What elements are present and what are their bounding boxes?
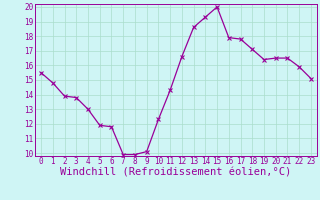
X-axis label: Windchill (Refroidissement éolien,°C): Windchill (Refroidissement éolien,°C) (60, 168, 292, 178)
